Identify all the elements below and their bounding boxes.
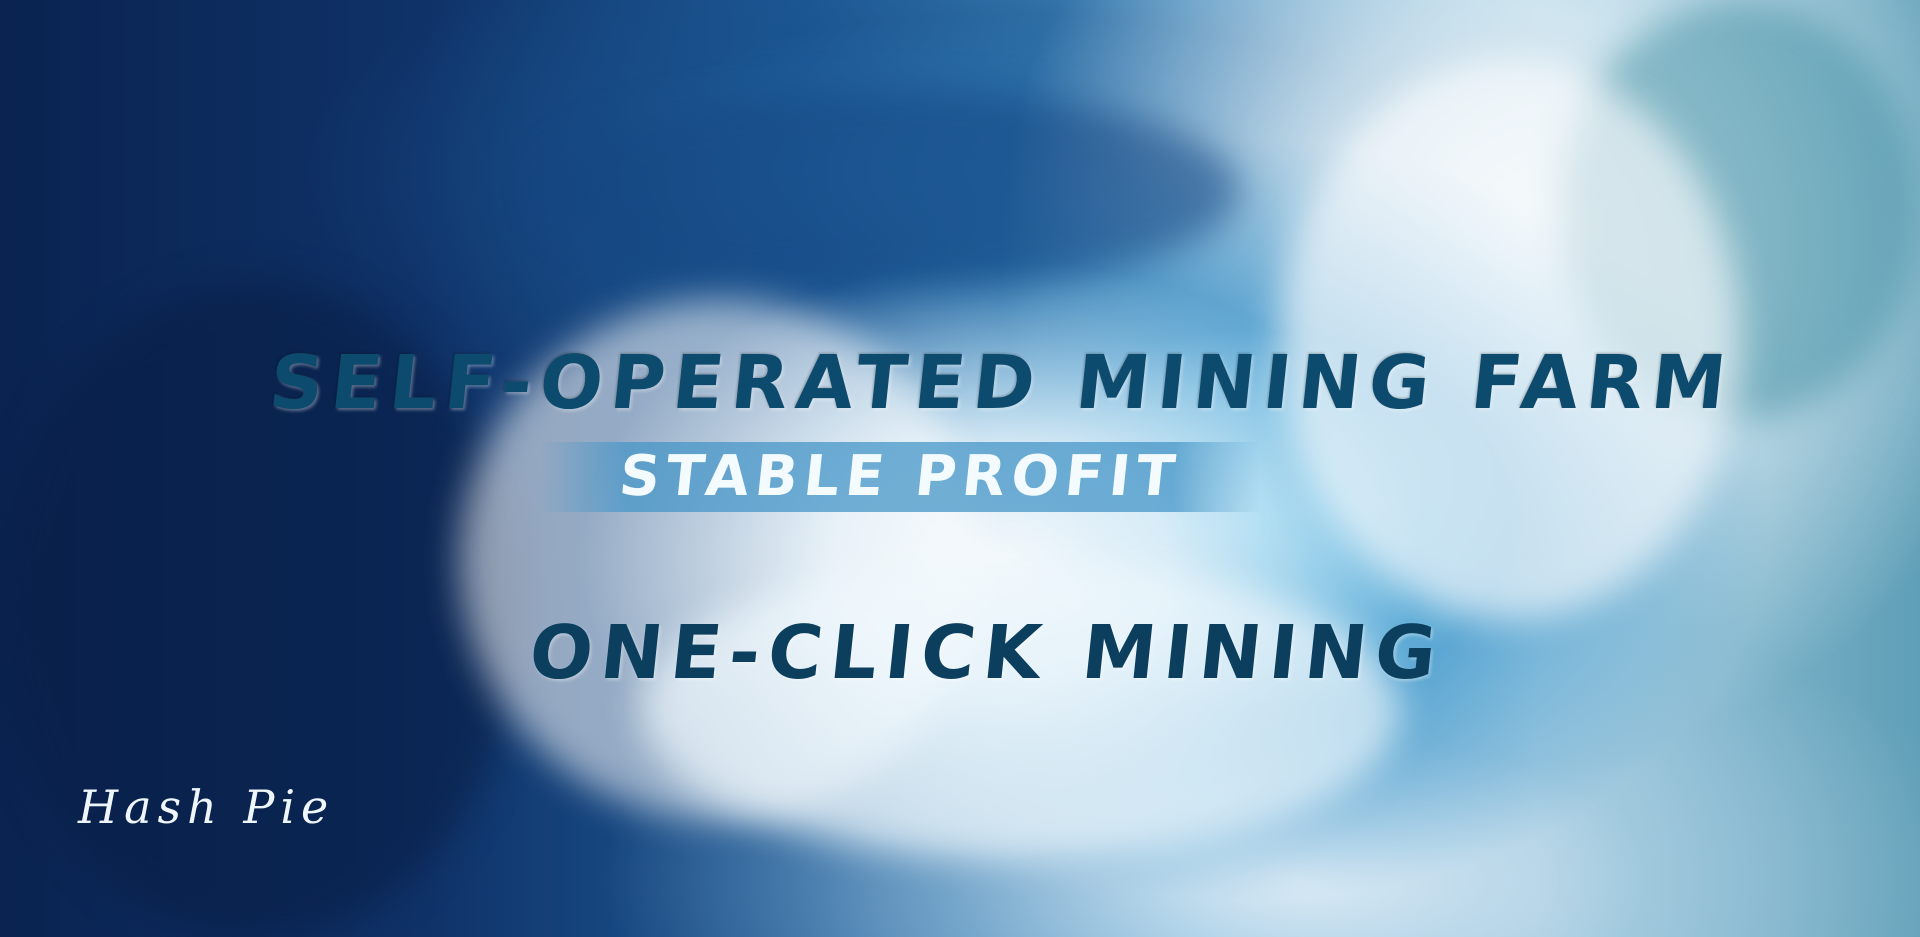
- wave-foam-lower: [640, 560, 1400, 860]
- headline: SELF-OPERATED MINING FARM: [265, 340, 1738, 426]
- hash-pie-logo: Hash Pie: [78, 780, 335, 834]
- subheadline: STABLE PROFIT: [616, 444, 1184, 509]
- subheadline-band: [540, 442, 1260, 512]
- tagline: ONE-CLICK MINING: [525, 610, 1449, 696]
- wave-crest: [540, 90, 1240, 290]
